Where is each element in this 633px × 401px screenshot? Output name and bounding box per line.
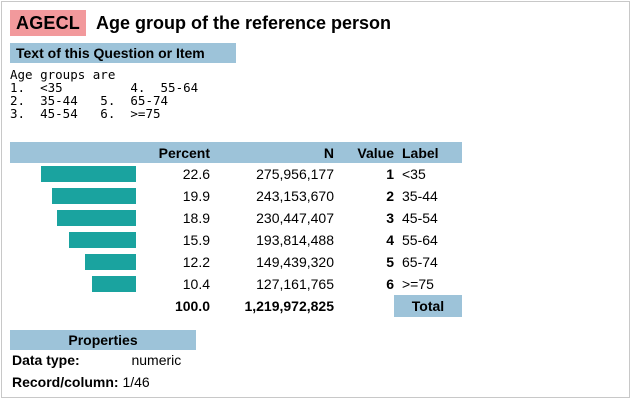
percent-cell: 12.2 — [182, 254, 210, 270]
question-text: Age groups are 1. <35 4. 55-64 2. 35-44 … — [10, 68, 198, 120]
value-cell: 4 — [386, 232, 394, 248]
record-column-value: 1/46 — [122, 374, 150, 390]
n-cell: 127,161,765 — [256, 276, 334, 292]
bar-cell — [10, 251, 136, 273]
table-row: 12.2 149,439,320 5 65-74 — [10, 251, 462, 273]
table-row: 15.9 193,814,488 4 55-64 — [10, 229, 462, 251]
label-cell: 35-44 — [402, 188, 438, 204]
n-cell: 149,439,320 — [256, 254, 334, 270]
percent-cell: 19.9 — [182, 188, 210, 204]
percent-cell: 10.4 — [182, 276, 210, 292]
header-bar — [10, 142, 136, 163]
variable-label: Age group of the reference person — [96, 13, 392, 33]
table-row: 22.6 275,956,177 1 <35 — [10, 163, 462, 185]
bar-cell — [10, 273, 136, 295]
question-line: 2. 35-44 5. 65-74 — [10, 93, 169, 108]
question-line: 1. <35 4. 55-64 — [10, 80, 199, 95]
total-bar-cell — [10, 295, 136, 317]
value-cell: 2 — [386, 188, 394, 204]
record-column-key: Record/column: — [12, 374, 119, 390]
n-cell: 193,814,488 — [256, 232, 334, 248]
variable-header: AGECL Age group of the reference person — [10, 10, 391, 36]
data-type-row: Data type: numeric — [12, 350, 181, 370]
value-cell: 3 — [386, 210, 394, 226]
question-line: Age groups are — [10, 67, 116, 82]
percent-bar — [69, 232, 136, 248]
value-cell: 5 — [386, 254, 394, 270]
percent-cell: 15.9 — [182, 232, 210, 248]
value-cell: 1 — [386, 166, 394, 182]
table-row: 19.9 243,153,670 2 35-44 — [10, 185, 462, 207]
header-n: N — [212, 142, 334, 163]
bar-cell — [10, 229, 136, 251]
data-type-value: numeric — [131, 352, 182, 368]
n-cell: 230,447,407 — [256, 210, 334, 226]
percent-bar — [52, 188, 136, 204]
bar-cell — [10, 185, 136, 207]
frequency-table: Percent N Value Label 22.6 275,956,177 1 <3… — [10, 142, 462, 317]
properties-section-title: Properties — [10, 330, 196, 350]
total-percent: 100.0 — [174, 298, 210, 314]
label-cell: <35 — [402, 166, 426, 182]
record-column-row: Record/column: 1/46 — [12, 372, 150, 392]
label-cell: 65-74 — [402, 254, 438, 270]
table-header-row: Percent N Value Label — [10, 142, 462, 163]
header-value: Value — [334, 142, 394, 163]
percent-cell: 22.6 — [182, 166, 210, 182]
label-cell: >=75 — [402, 276, 434, 292]
percent-bar — [41, 166, 136, 182]
total-value-cell — [334, 295, 394, 317]
question-line: 3. 45-54 6. >=75 — [10, 106, 161, 121]
data-type-key: Data type: — [12, 352, 80, 368]
percent-bar — [57, 210, 136, 226]
total-row: 100.0 1,219,972,825 Total — [10, 295, 462, 317]
variable-name: AGECL — [10, 10, 86, 36]
label-cell: 55-64 — [402, 232, 438, 248]
header-label: Label — [394, 142, 462, 163]
bar-cell — [10, 207, 136, 229]
n-cell: 275,956,177 — [256, 166, 334, 182]
percent-bar — [85, 254, 136, 270]
value-cell: 6 — [386, 276, 394, 292]
percent-cell: 18.9 — [182, 210, 210, 226]
label-cell: 45-54 — [402, 210, 438, 226]
table-row: 10.4 127,161,765 6 >=75 — [10, 273, 462, 295]
percent-bar — [92, 276, 136, 292]
n-cell: 243,153,670 — [256, 188, 334, 204]
question-section-title: Text of this Question or Item — [10, 43, 236, 63]
table-row: 18.9 230,447,407 3 45-54 — [10, 207, 462, 229]
total-n: 1,219,972,825 — [244, 298, 334, 314]
header-percent: Percent — [136, 142, 212, 163]
bar-cell — [10, 163, 136, 185]
total-label: Total — [394, 295, 462, 317]
